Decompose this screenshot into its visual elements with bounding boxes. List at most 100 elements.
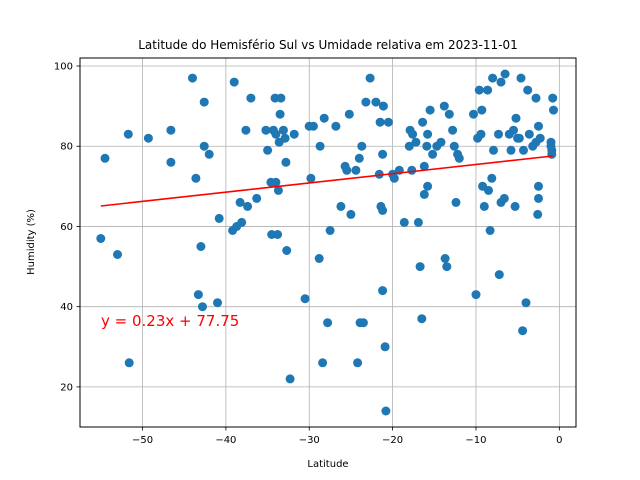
data-point (516, 73, 526, 83)
data-point (408, 129, 418, 139)
data-point (276, 93, 286, 103)
data-point (389, 173, 399, 183)
data-point (353, 358, 363, 368)
data-point (306, 173, 316, 183)
data-point (354, 153, 364, 163)
data-point (196, 242, 206, 251)
data-point (535, 133, 545, 143)
data-point (419, 189, 429, 199)
data-point (319, 113, 329, 123)
data-point (263, 145, 273, 155)
data-point (411, 137, 421, 147)
data-point (439, 101, 449, 111)
y-tick-label: 20 (60, 382, 73, 393)
data-point (417, 314, 427, 324)
data-point (123, 129, 133, 139)
regression-equation: y = 0.23x + 77.75 (101, 312, 239, 330)
data-point (514, 133, 524, 143)
data-point (454, 153, 464, 163)
y-tick-label: 100 (54, 62, 73, 73)
data-point (487, 173, 497, 183)
data-point (381, 406, 391, 416)
regression-line-group (100, 155, 553, 207)
data-point (314, 254, 324, 263)
data-point (191, 173, 201, 183)
data-point (275, 109, 285, 119)
data-point (506, 145, 516, 155)
data-point (547, 149, 557, 159)
x-tick-label: 0 (556, 435, 562, 446)
data-point (399, 217, 409, 227)
data-point (273, 185, 283, 195)
data-point (383, 117, 393, 127)
data-point (308, 121, 318, 131)
data-point (488, 73, 498, 83)
data-point (188, 73, 197, 83)
data-point (378, 286, 388, 296)
data-point (531, 93, 541, 103)
data-point (415, 262, 425, 272)
data-point (378, 205, 388, 215)
data-point (510, 201, 520, 211)
data-point (318, 358, 328, 368)
data-point (407, 165, 417, 175)
data-point (241, 125, 251, 135)
data-point (193, 290, 203, 300)
data-point (523, 85, 533, 95)
data-point (476, 129, 486, 139)
data-point (451, 197, 461, 207)
y-tick-label: 60 (60, 222, 73, 233)
data-point (448, 125, 458, 135)
data-point (404, 141, 414, 151)
data-point (442, 262, 452, 272)
data-point (484, 185, 493, 195)
data-points (96, 69, 558, 416)
data-point (204, 149, 214, 159)
data-point (518, 326, 528, 336)
y-tick-label: 80 (60, 142, 73, 153)
data-point (499, 193, 509, 203)
data-point (365, 73, 375, 83)
data-point (166, 157, 176, 167)
data-point (378, 149, 388, 159)
data-point (346, 209, 356, 219)
data-point (548, 93, 558, 103)
data-point (494, 270, 504, 280)
data-point (533, 209, 543, 219)
data-point (342, 165, 352, 175)
data-point (281, 157, 291, 167)
data-point (246, 93, 256, 103)
data-point (494, 129, 503, 139)
data-point (423, 181, 433, 191)
data-point (280, 133, 290, 143)
data-point (361, 97, 371, 107)
plot-frame (79, 57, 577, 428)
x-tick-label: −10 (465, 435, 486, 446)
x-tick-label: −30 (299, 435, 320, 446)
data-point (374, 169, 384, 179)
data-point (100, 153, 110, 163)
x-tick-label: −20 (382, 435, 403, 446)
data-point (534, 121, 543, 131)
y-tick-label: 40 (60, 302, 73, 313)
data-point (271, 177, 281, 187)
data-point (289, 129, 299, 139)
data-point (477, 105, 487, 115)
data-point (428, 149, 438, 159)
data-point (483, 85, 493, 95)
data-point (474, 85, 484, 95)
data-point (425, 105, 435, 115)
data-point (199, 141, 209, 151)
data-point (351, 165, 361, 175)
data-point (371, 97, 381, 107)
data-point (413, 217, 423, 227)
data-point (519, 145, 528, 155)
data-point (214, 213, 224, 223)
data-point (444, 109, 454, 119)
data-point (325, 226, 335, 235)
y-axis-ticks: 20 40 60 80 100 (54, 62, 80, 393)
data-point (549, 105, 558, 115)
data-point (143, 133, 153, 143)
data-point (479, 201, 489, 211)
